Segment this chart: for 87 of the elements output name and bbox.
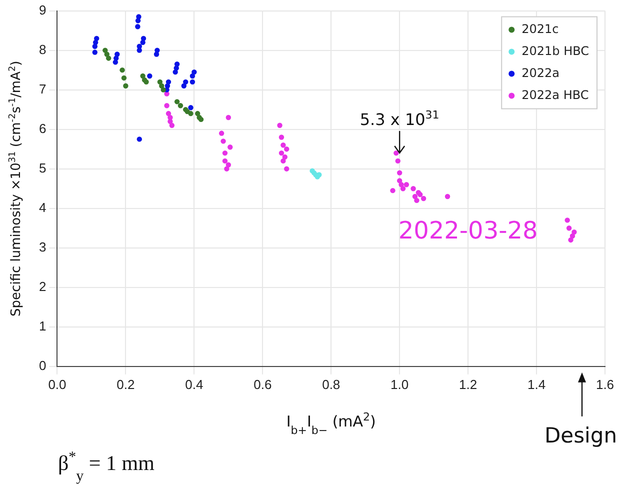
point [284, 166, 290, 172]
point [166, 110, 172, 116]
point [396, 170, 402, 176]
legend-label: 2021b HBC [522, 44, 590, 58]
point [278, 134, 284, 140]
legend-label: 2022a [522, 66, 560, 80]
legend-label: 2021c [522, 22, 559, 36]
legend-label: 2022a HBC [522, 88, 589, 102]
y-tick-label: 4 [38, 200, 46, 215]
point [174, 62, 180, 67]
x-tick-label: 0.8 [322, 376, 340, 392]
point [280, 142, 286, 148]
point [121, 75, 127, 81]
point [159, 83, 164, 88]
point [390, 188, 396, 194]
point [136, 14, 142, 20]
point [394, 150, 399, 156]
text: Specific luminosity ×1031 (cm-2s-1/mA2) [8, 60, 24, 316]
x-tick-label: 1.0 [390, 376, 409, 392]
y-tick-label: 8 [38, 42, 46, 57]
point [412, 194, 418, 200]
y-tick-label: 5 [38, 160, 46, 176]
point [222, 158, 228, 164]
text: β*y = 1 mm [58, 450, 154, 484]
point [188, 105, 194, 110]
point [147, 73, 152, 79]
point [194, 110, 200, 116]
annotation: 2022-03-28 [398, 216, 538, 244]
point [192, 69, 197, 75]
point [278, 150, 284, 156]
x-tick-label: 0.4 [185, 376, 204, 392]
point [400, 186, 406, 192]
x-tick-label: 1.6 [596, 376, 614, 392]
x-tick-label: 1.2 [459, 376, 478, 392]
point [395, 158, 400, 164]
point [222, 150, 228, 156]
point [190, 79, 196, 85]
point [226, 114, 232, 120]
point [114, 52, 120, 57]
point [568, 237, 574, 243]
point [164, 103, 170, 108]
point [284, 146, 290, 152]
point [120, 67, 125, 73]
point [135, 24, 140, 30]
point [136, 44, 142, 49]
y-tick-label: 9 [38, 2, 46, 18]
point [280, 158, 286, 164]
point [190, 73, 196, 79]
point [169, 122, 175, 128]
point [226, 162, 232, 168]
point [123, 83, 128, 88]
point [174, 99, 180, 104]
text: Design [544, 423, 618, 448]
point [572, 229, 577, 235]
point [136, 136, 142, 142]
point [420, 196, 426, 202]
point [404, 182, 410, 188]
point [178, 103, 184, 108]
x-tick-label: 0.2 [116, 376, 135, 392]
point [228, 144, 233, 150]
point [444, 194, 450, 200]
y-tick-label: 1 [38, 318, 46, 334]
x-tick-label: 0.0 [48, 376, 66, 392]
point [106, 56, 112, 61]
y-tick-label: 0 [38, 358, 46, 373]
point [282, 154, 288, 160]
x-tick-label: 1.4 [527, 376, 546, 392]
point [566, 226, 572, 231]
point [183, 79, 188, 85]
y-tick-label: 3 [38, 239, 46, 254]
point [160, 87, 166, 92]
y-tick-label: 2 [38, 278, 46, 294]
y-tick-label: 6 [38, 120, 46, 136]
point [564, 218, 570, 223]
point [277, 122, 282, 128]
point [410, 186, 416, 192]
y-tick-label: 7 [38, 81, 46, 96]
x-tick-label: 0.6 [254, 376, 272, 392]
point [92, 50, 98, 55]
point [94, 36, 100, 42]
point [220, 138, 226, 144]
point [218, 130, 224, 136]
point [154, 48, 160, 53]
point [166, 79, 172, 85]
point [414, 198, 420, 204]
point [188, 110, 194, 116]
point [140, 36, 146, 42]
